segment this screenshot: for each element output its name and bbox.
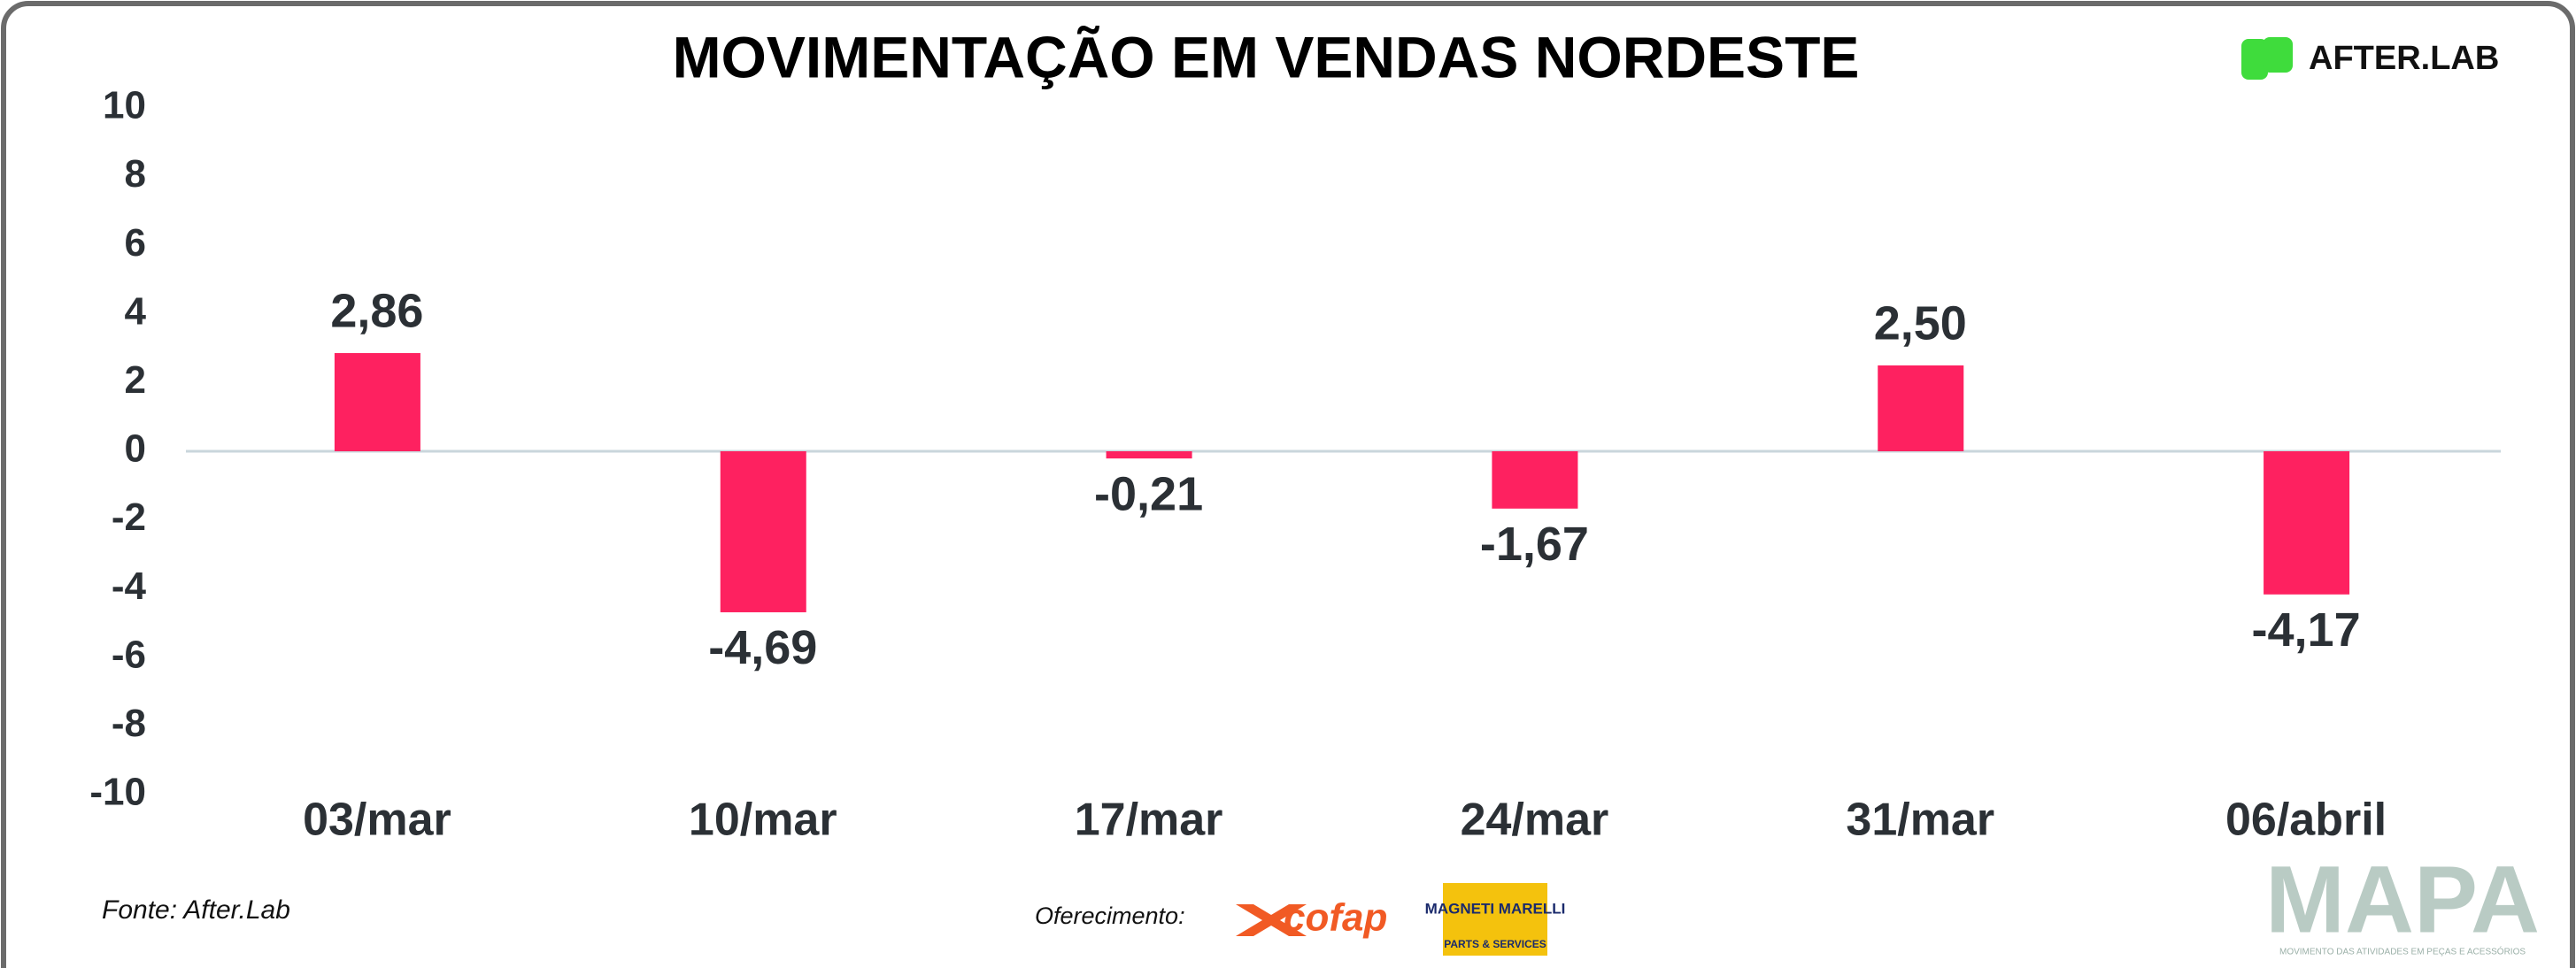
x-tick-label: 10/mar <box>689 795 837 846</box>
value-label: 2,50 <box>1874 296 1967 350</box>
cofap-logo: cofap <box>1236 896 1387 940</box>
y-tick-label: 6 <box>125 221 146 265</box>
y-tick-label: 8 <box>125 152 146 196</box>
x-tick-label: 31/mar <box>1846 795 1994 846</box>
chart-title: MOVIMENTAÇÃO EM VENDAS NORDESTE <box>673 24 1860 89</box>
brand-text: AFTER.LAB <box>2309 40 2499 77</box>
bar <box>334 353 420 451</box>
value-label: -4,69 <box>708 621 817 674</box>
source: Fonte: After.Lab <box>102 895 290 925</box>
bar <box>1106 451 1192 459</box>
mapa-logo: MAPA <box>2265 846 2540 953</box>
x-tick-label: 24/mar <box>1461 795 1609 846</box>
bar <box>2264 451 2350 595</box>
sponsor-label: Oferecimento: <box>1035 903 1185 929</box>
cofap-text: cofap <box>1284 896 1387 940</box>
value-label: 2,86 <box>330 284 423 337</box>
magneti-sub: PARTS & SERVICES <box>1444 938 1546 950</box>
y-tick-label: -6 <box>112 633 146 676</box>
magneti-box <box>1443 883 1547 956</box>
mapa-tagline: MOVIMENTO DAS ATIVIDADES EM PEÇAS E ACES… <box>2279 946 2526 957</box>
brand-icon <box>2263 37 2293 73</box>
bar <box>1492 451 1578 509</box>
y-tick-label: 10 <box>103 84 146 127</box>
x-tick-label: 06/abril <box>2225 795 2387 846</box>
y-tick-label: -8 <box>112 702 146 745</box>
y-tick-label: -2 <box>112 496 146 539</box>
y-tick-label: 4 <box>125 289 147 333</box>
x-tick-label: 03/mar <box>303 795 451 846</box>
bar <box>720 451 806 612</box>
y-tick-label: 2 <box>125 358 146 402</box>
x-tick-label: 17/mar <box>1075 795 1223 846</box>
brand-logo: AFTER.LAB <box>2241 37 2499 80</box>
value-label: -0,21 <box>1094 467 1203 520</box>
y-tick-label: -10 <box>89 771 146 814</box>
bar <box>1878 365 1964 451</box>
magneti-logo: MAGNETI MARELLI PARTS & SERVICES <box>1425 883 1566 956</box>
brand-icon <box>2241 39 2268 80</box>
y-tick-label: 0 <box>125 427 146 471</box>
value-label: -4,17 <box>2252 603 2361 657</box>
y-tick-label: -4 <box>112 565 147 608</box>
magneti-text: MAGNETI MARELLI <box>1425 900 1566 917</box>
cofap-icon <box>1236 904 1307 936</box>
value-label: -1,67 <box>1480 518 1589 571</box>
